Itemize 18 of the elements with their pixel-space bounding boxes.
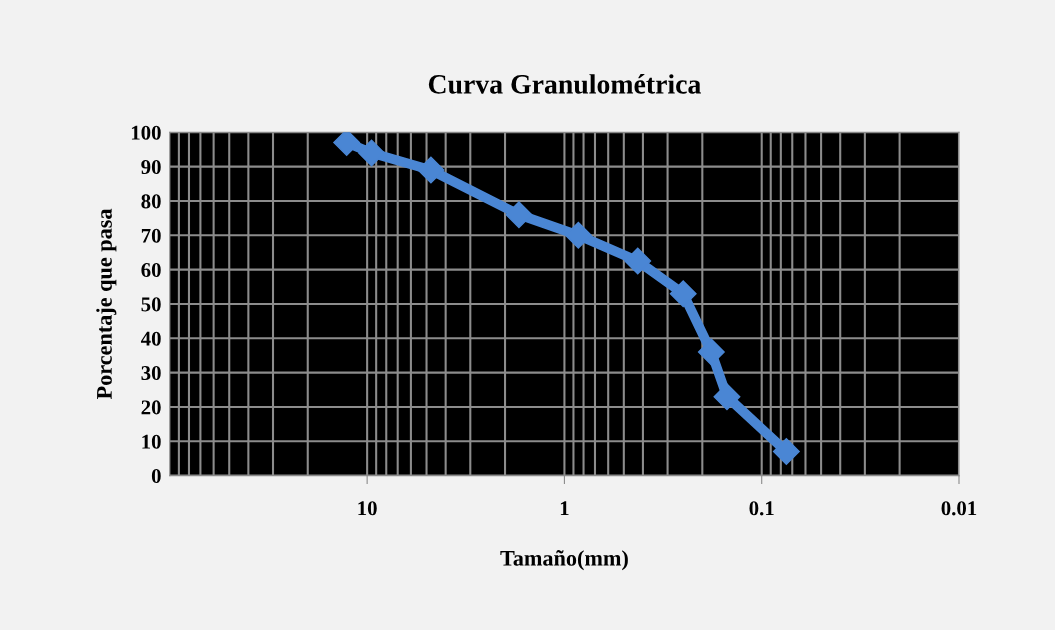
y-tick-label: 10 [142, 434, 161, 449]
y-tick-label: 0 [151, 469, 161, 484]
x-tick-label: 0.01 [941, 501, 977, 516]
y-tick-label: 100 [131, 125, 161, 140]
y-tick-label: 90 [141, 160, 161, 175]
x-tick-label: 10 [358, 501, 377, 516]
y-tick-label: 60 [141, 263, 161, 278]
y-tick-label: 50 [141, 297, 161, 312]
y-tick-label: 40 [140, 331, 161, 346]
chart-title: Curva Granulométrica [428, 74, 701, 94]
x-tick-label: 1 [560, 501, 569, 516]
y-axis-title: Porcentaje que pasa [96, 208, 117, 400]
y-tick-label: 20 [141, 400, 161, 415]
y-tick-label: 80 [141, 194, 161, 209]
x-tick-label: 0.1 [749, 501, 774, 516]
y-tick-label: 30 [141, 366, 161, 381]
y-tick-label: 70 [141, 228, 161, 243]
x-axis-title: Tamaño(mm) [500, 550, 628, 571]
